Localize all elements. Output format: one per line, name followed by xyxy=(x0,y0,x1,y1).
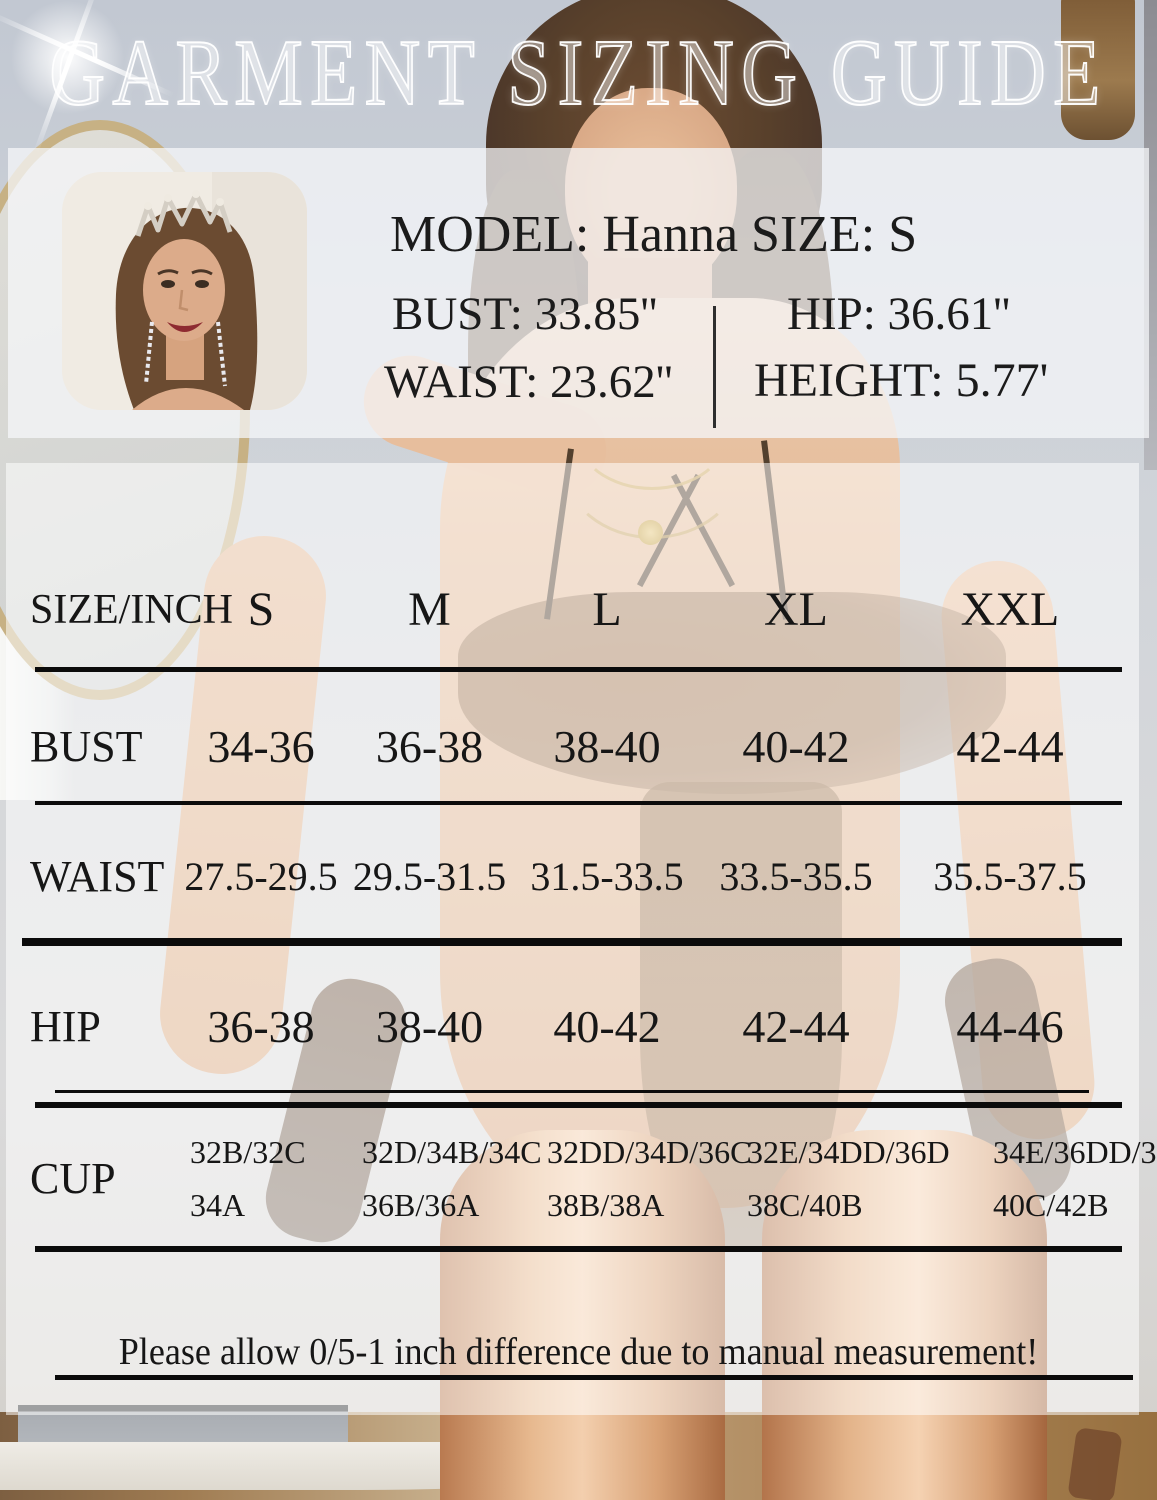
bust-value-s: 34-36 xyxy=(207,720,315,772)
table-rule xyxy=(22,938,1122,946)
waist-value-s: 27.5-29.5 xyxy=(184,854,338,899)
bust-value-m: 36-38 xyxy=(375,720,484,772)
header-cell-size-inch: SIZE/INCH xyxy=(30,586,233,633)
cup-value-l: 32DD/34D/36C 38B/38A xyxy=(537,1134,752,1224)
table-rule xyxy=(35,801,1122,805)
model-waist: WAIST: 23.62'' xyxy=(384,356,673,408)
bust-row-label: BUST xyxy=(30,721,143,771)
cup-value-m: 32D/34B/34C 36B/36A xyxy=(352,1134,542,1224)
waist-value-xxl: 35.5-37.5 xyxy=(933,854,1087,899)
cup-value-line: 32B/32C xyxy=(190,1134,306,1171)
cup-value-s: 32B/32C 34A xyxy=(180,1134,352,1224)
header-cell-m: M xyxy=(408,583,451,637)
waist-value-l: 31.5-33.5 xyxy=(530,854,684,899)
bust-row: BUST 34-36 36-38 38-40 40-42 42-44 xyxy=(30,712,1130,782)
header-cell-s: S xyxy=(247,583,275,637)
model-info-headline: MODEL: Hanna SIZE: S xyxy=(390,206,918,263)
measurement-note: Please allow 0/5-1 inch difference due t… xyxy=(118,1331,1039,1373)
size-table-header-row: SIZE/INCH S M L XL XXL xyxy=(30,575,1130,645)
waist-value-m: 29.5-31.5 xyxy=(352,854,507,899)
cup-value-xxl: 34E/36DD/38D 40C/42B xyxy=(945,1134,1157,1224)
hip-row: HIP 36-38 38-40 40-42 42-44 44-46 xyxy=(30,992,1130,1062)
cup-value-line: 36B/36A xyxy=(362,1187,480,1223)
cup-row: CUP 32B/32C 34A 32D/34B/34C 36B/36A 32DD… xyxy=(30,1123,1157,1235)
model-height: HEIGHT: 5.77' xyxy=(754,354,1049,407)
header-cell-l: L xyxy=(592,583,622,637)
cup-row-label: CUP xyxy=(30,1153,116,1203)
model-bust: BUST: 33.85'' xyxy=(392,288,658,340)
table-rule xyxy=(35,667,1122,672)
cup-value-line: 38C/40B xyxy=(747,1187,863,1223)
bust-value-xxl: 42-44 xyxy=(956,720,1064,772)
table-rule xyxy=(55,1375,1133,1380)
model-headshot-photo xyxy=(62,172,307,410)
hip-row-label: HIP xyxy=(30,1001,101,1051)
cup-value-line: 40C/42B xyxy=(993,1187,1109,1223)
cup-value-line: 34A xyxy=(190,1187,246,1223)
hip-value-xxl: 44-46 xyxy=(956,1000,1064,1052)
cup-value-xl: 32E/34DD/36D 38C/40B xyxy=(727,1134,950,1224)
model-hip: HIP: 36.61'' xyxy=(787,288,1011,340)
table-rule xyxy=(55,1090,1089,1093)
table-rule xyxy=(35,1246,1122,1252)
cup-value-line: 34E/36DD/38D xyxy=(993,1134,1157,1171)
vertical-divider xyxy=(713,306,716,428)
bust-value-l: 38-40 xyxy=(553,720,661,772)
cup-value-line: 32D/34B/34C xyxy=(362,1134,542,1171)
page-title: GARMENT SIZING GUIDE xyxy=(49,21,1108,125)
hip-value-m: 38-40 xyxy=(375,1000,484,1052)
bg-floor-shadow xyxy=(1067,1427,1123,1500)
model-headshot-illustration xyxy=(62,172,307,410)
cup-value-line: 38B/38A xyxy=(547,1187,665,1223)
waist-value-xl: 33.5-35.5 xyxy=(719,854,873,899)
hip-value-xl: 42-44 xyxy=(742,1000,850,1052)
waist-row-label: WAIST xyxy=(30,851,165,901)
hip-value-s: 36-38 xyxy=(207,1000,315,1052)
cup-value-line: 32E/34DD/36D xyxy=(747,1134,950,1171)
bust-value-xl: 40-42 xyxy=(742,720,850,772)
table-rule xyxy=(35,1102,1122,1108)
cup-value-line: 32DD/34D/36C xyxy=(547,1134,752,1171)
waist-row: WAIST 27.5-29.5 29.5-31.5 31.5-33.5 33.5… xyxy=(30,842,1130,912)
bg-wall-lamp xyxy=(1061,0,1135,140)
hip-value-l: 40-42 xyxy=(553,1000,661,1052)
header-cell-xxl: XXL xyxy=(960,583,1060,637)
header-cell-xl: XL xyxy=(764,583,828,637)
